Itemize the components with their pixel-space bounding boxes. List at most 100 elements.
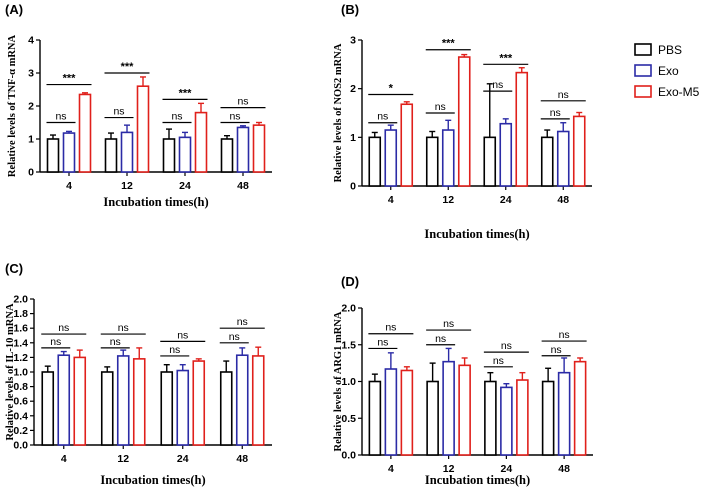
legend-label: Exo xyxy=(658,64,679,78)
bar-exo-m5 xyxy=(251,355,265,446)
legend-swatch xyxy=(634,64,652,77)
y-axis-label: Relative levels of NOS2 mRNA xyxy=(333,43,344,182)
y-tick-label: 1 xyxy=(28,134,34,146)
y-tick-label: 0.4 xyxy=(13,410,28,422)
bar-exo-m5 xyxy=(194,111,208,173)
x-tick-label: 12 xyxy=(442,194,454,206)
significance-ns: ns xyxy=(58,322,69,334)
bar-exo-m5 xyxy=(252,124,266,173)
bar-exo-m5 xyxy=(516,379,529,456)
y-tick-label: 3 xyxy=(350,35,356,47)
bar-exo-m5 xyxy=(573,360,587,456)
bar-pbs xyxy=(46,138,60,173)
bar-pbs xyxy=(219,371,233,446)
bar-exo-m5 xyxy=(515,71,529,187)
bar-exo-m5 xyxy=(400,369,414,456)
bar-exo-m5 xyxy=(73,356,87,446)
bar-exo-m5 xyxy=(400,103,414,187)
y-tick-label: 2.0 xyxy=(13,294,28,306)
y-tick-label: 0.2 xyxy=(13,425,28,437)
x-tick-label: 12 xyxy=(443,463,455,475)
bar-exo-m5 xyxy=(132,358,146,446)
significance-ns: ns xyxy=(110,336,121,348)
significance-ns: ns xyxy=(558,89,569,101)
bar-pbs xyxy=(425,136,439,187)
significance-stars: *** xyxy=(121,61,135,73)
bar-pbs xyxy=(540,136,554,187)
significance-ns: ns xyxy=(377,111,388,123)
bar-exo xyxy=(499,122,513,187)
legend-swatch xyxy=(634,43,652,56)
bar-pbs xyxy=(368,136,382,187)
significance-ns: ns xyxy=(237,96,248,108)
y-axis-label: Relative levels of TNF-α mRNA xyxy=(7,35,18,178)
x-tick-label: 48 xyxy=(557,194,569,206)
significance-ns: ns xyxy=(385,322,396,334)
y-tick-label: 1.6 xyxy=(13,323,28,335)
significance-ns: ns xyxy=(435,333,446,345)
y-tick-label: 0.5 xyxy=(341,413,356,425)
y-tick-label: 0.0 xyxy=(13,440,28,452)
bar-exo xyxy=(384,129,398,187)
x-tick-label: 4 xyxy=(66,180,72,192)
bar-exo xyxy=(556,130,570,187)
significance-ns: ns xyxy=(492,79,503,91)
bar-exo xyxy=(120,131,134,173)
bar-exo xyxy=(176,369,190,446)
bar-exo xyxy=(557,371,571,456)
x-axis-label: Incubation times(h) xyxy=(103,195,208,209)
significance-ns: ns xyxy=(443,318,454,330)
significance-stars: *** xyxy=(499,52,513,64)
bar-pbs xyxy=(426,380,439,456)
significance-ns: ns xyxy=(113,106,124,118)
bar-exo xyxy=(57,354,71,446)
y-tick-label: 0 xyxy=(350,181,356,193)
bar-exo-m5 xyxy=(572,115,586,187)
x-tick-label: 24 xyxy=(177,453,189,465)
legend: PBS Exo Exo-M5 xyxy=(634,43,700,99)
y-tick-label: 0.8 xyxy=(13,381,28,393)
bar-exo xyxy=(500,386,513,456)
bar-pbs xyxy=(41,371,55,446)
significance-ns: ns xyxy=(237,316,248,328)
bar-exo-m5 xyxy=(78,93,92,173)
panel-letter: (C) xyxy=(5,261,23,276)
x-tick-label: 24 xyxy=(501,463,513,475)
legend-label: PBS xyxy=(658,43,682,57)
y-tick-label: 2.0 xyxy=(341,303,356,315)
bar-pbs xyxy=(104,138,118,173)
significance-ns: ns xyxy=(377,336,388,348)
bar-exo-m5 xyxy=(458,364,471,456)
significance-ns: ns xyxy=(177,329,188,341)
bar-exo xyxy=(235,354,249,446)
bar-pbs xyxy=(100,371,114,446)
bar-pbs xyxy=(220,138,234,173)
x-tick-label: 48 xyxy=(237,180,249,192)
bar-exo xyxy=(384,368,398,456)
y-tick-label: 1.4 xyxy=(13,337,28,349)
x-tick-label: 24 xyxy=(179,180,191,192)
panel-letter: (D) xyxy=(341,274,359,289)
x-tick-label: 4 xyxy=(388,463,394,475)
legend-label: Exo-M5 xyxy=(658,85,700,99)
bar-pbs xyxy=(541,380,555,456)
bar-exo xyxy=(178,136,192,173)
x-tick-label: 48 xyxy=(236,453,248,465)
x-axis-label: Incubation times(h) xyxy=(425,473,530,487)
y-tick-label: 1.0 xyxy=(341,376,356,388)
bar-exo-m5 xyxy=(457,56,471,187)
y-axis-label: Relative levels of ARG1 mRNA xyxy=(333,311,344,451)
x-tick-label: 4 xyxy=(388,194,394,206)
x-tick-label: 12 xyxy=(121,180,133,192)
bar-pbs xyxy=(160,371,174,446)
y-tick-label: 1.0 xyxy=(13,367,28,379)
bar-exo-m5 xyxy=(136,85,150,173)
x-tick-label: 12 xyxy=(117,453,129,465)
y-tick-label: 4 xyxy=(28,35,34,47)
significance-ns: ns xyxy=(435,101,446,113)
panel-letter: (A) xyxy=(5,2,23,17)
bar-exo xyxy=(441,129,455,187)
significance-ns: ns xyxy=(229,331,240,343)
